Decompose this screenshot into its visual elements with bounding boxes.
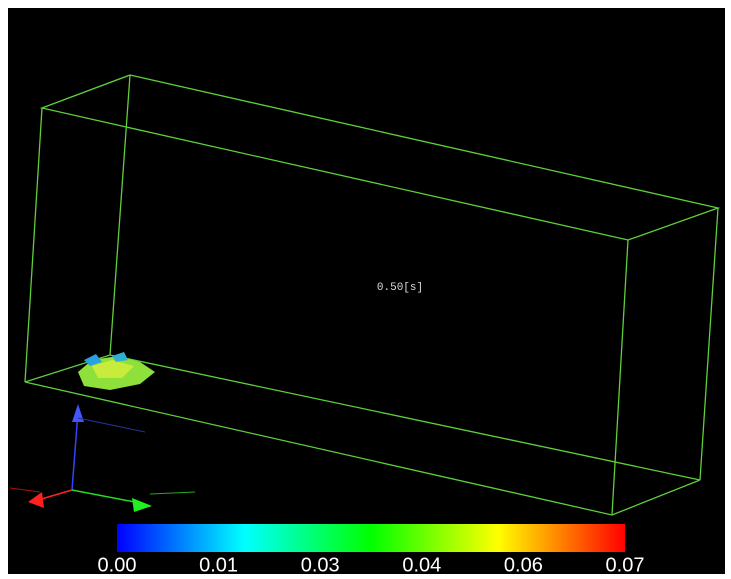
page: 0.50[s] 0.000.010.030.040.060.07 (() => …	[0, 0, 731, 579]
viewport: 0.50[s] 0.00 0.01 0.03 0.04 0.06 0.07	[0, 0, 731, 579]
background	[8, 8, 725, 574]
time-label: 0.50[s]	[377, 282, 423, 294]
colorbar-tick-label: 0.07	[606, 554, 645, 576]
colorbar-tick-label: 0.03	[301, 554, 340, 576]
colorbar-tick-label: 0.04	[402, 554, 441, 576]
colorbar-tick-label: 0.00	[98, 554, 137, 576]
colorbar	[117, 524, 625, 552]
colorbar-tick-label: 0.01	[199, 554, 238, 576]
colorbar-tick-label: 0.06	[504, 554, 543, 576]
